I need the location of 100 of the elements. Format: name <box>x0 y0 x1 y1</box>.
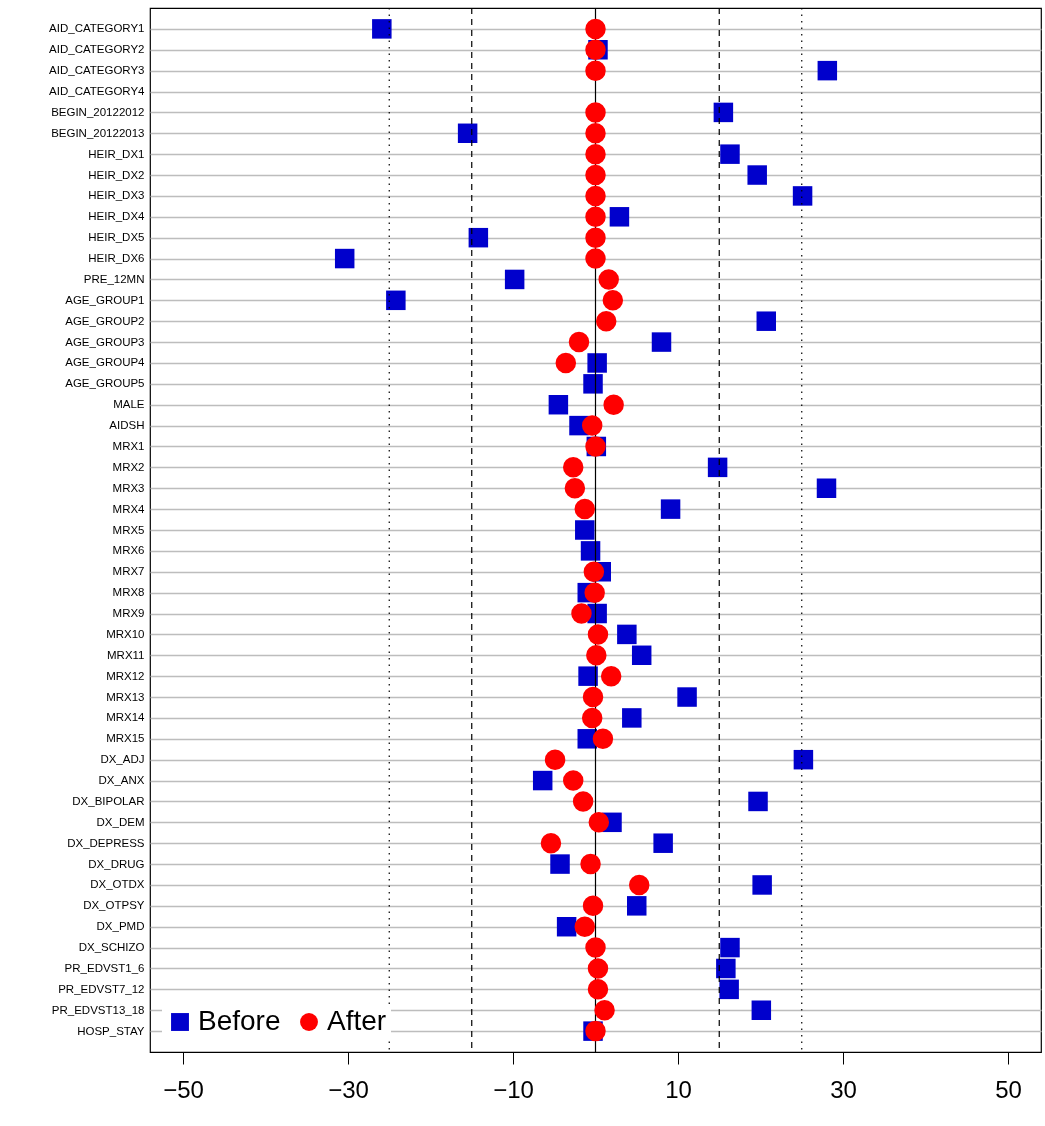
point <box>622 708 642 728</box>
point <box>617 624 637 645</box>
y-tick-label: DX_OTPSY <box>83 899 145 912</box>
point <box>585 206 606 228</box>
point <box>713 102 734 123</box>
y-tick-label: DX_DRUG <box>88 857 145 870</box>
point <box>544 749 566 770</box>
y-tick-label: DX_DEPRESS <box>67 836 145 849</box>
point <box>550 854 570 874</box>
point <box>587 624 609 645</box>
y-tick-label: AGE_GROUP5 <box>65 377 145 390</box>
point <box>587 353 607 373</box>
y-tick-label: MRX4 <box>112 502 146 515</box>
y-tick-label: MRX14 <box>106 711 146 724</box>
point <box>627 896 647 916</box>
y-tick-label: HOSP_STAY <box>77 1024 145 1037</box>
y-tick-label: AIDSH <box>109 419 145 432</box>
point <box>595 310 617 332</box>
y-tick-label: DX_DEM <box>96 815 145 828</box>
point <box>677 687 697 707</box>
y-tick-label: HEIR_DX2 <box>88 168 145 181</box>
x-tick-label: 10 <box>665 1075 692 1103</box>
point <box>555 352 577 374</box>
point <box>578 666 598 686</box>
point <box>588 812 610 833</box>
point <box>564 478 586 499</box>
point <box>581 415 603 436</box>
point <box>585 248 606 269</box>
y-tick-label: MRX5 <box>112 523 145 536</box>
y-tick-label: BEGIN_20122012 <box>51 105 145 118</box>
y-tick-label: HEIR_DX4 <box>88 210 146 223</box>
y-tick-label: PR_EDVST1_6 <box>64 961 145 974</box>
point <box>585 123 606 144</box>
point <box>562 457 584 478</box>
point <box>719 979 739 1000</box>
point <box>585 18 606 40</box>
y-tick-label: AGE_GROUP3 <box>65 335 145 348</box>
point <box>594 1000 615 1021</box>
y-tick-label: HEIR_DX3 <box>88 189 145 202</box>
point <box>504 269 525 290</box>
point <box>585 60 606 81</box>
point <box>568 331 590 353</box>
y-tick-label: MRX2 <box>112 460 145 473</box>
point <box>793 749 814 770</box>
point <box>747 165 767 185</box>
point <box>572 791 594 812</box>
y-tick-label: HEIR_DX6 <box>88 252 145 265</box>
y-tick-label: AGE_GROUP1 <box>65 293 145 306</box>
point <box>751 1000 772 1020</box>
y-tick-label: AID_CATEGORY4 <box>49 85 146 98</box>
point <box>583 561 605 582</box>
y-tick-label: DX_PMD <box>96 920 145 933</box>
point <box>586 645 607 666</box>
y-tick-label: PR_EDVST13_18 <box>51 1003 145 1016</box>
point <box>609 207 630 227</box>
point <box>707 457 728 478</box>
y-tick-label: PRE_12MN <box>83 272 145 285</box>
point <box>628 874 650 896</box>
y-tick-label: DX_ANX <box>98 774 145 787</box>
y-tick-label: MRX12 <box>106 669 145 682</box>
point <box>580 853 601 875</box>
point <box>571 603 592 624</box>
y-tick-label: BEGIN_20122013 <box>51 126 145 139</box>
point <box>585 143 606 165</box>
y-tick-label: MRX3 <box>112 481 145 494</box>
point <box>752 875 772 895</box>
point <box>584 582 605 603</box>
point <box>582 895 604 917</box>
point <box>583 374 603 394</box>
y-tick-label: PR_EDVST7_12 <box>58 982 145 995</box>
point <box>585 227 606 248</box>
point <box>585 937 606 958</box>
point <box>653 833 673 853</box>
point <box>660 499 681 519</box>
y-tick-label: AID_CATEGORY2 <box>49 43 145 56</box>
point <box>372 19 392 39</box>
point <box>580 541 601 561</box>
point <box>600 665 622 687</box>
y-tick-label: DX_OTDX <box>90 878 145 891</box>
point <box>598 269 619 290</box>
y-tick-label: MRX10 <box>106 627 145 640</box>
y-tick-label: MRX7 <box>112 565 145 578</box>
point <box>334 248 355 269</box>
point <box>548 394 569 415</box>
point <box>585 164 606 186</box>
point <box>585 185 606 207</box>
y-tick-label: MRX11 <box>107 648 145 661</box>
y-tick-label: AGE_GROUP4 <box>65 356 146 369</box>
point <box>562 770 584 791</box>
point <box>817 60 838 81</box>
point <box>540 832 562 854</box>
y-tick-label: MRX1 <box>112 439 145 452</box>
legend-label: After <box>327 1005 387 1036</box>
y-tick-label: AID_CATEGORY1 <box>49 22 145 35</box>
y-tick-label: HEIR_DX1 <box>88 147 145 160</box>
point <box>651 332 672 352</box>
point <box>581 707 603 729</box>
point <box>585 102 606 123</box>
point <box>816 478 837 498</box>
point <box>748 791 768 812</box>
